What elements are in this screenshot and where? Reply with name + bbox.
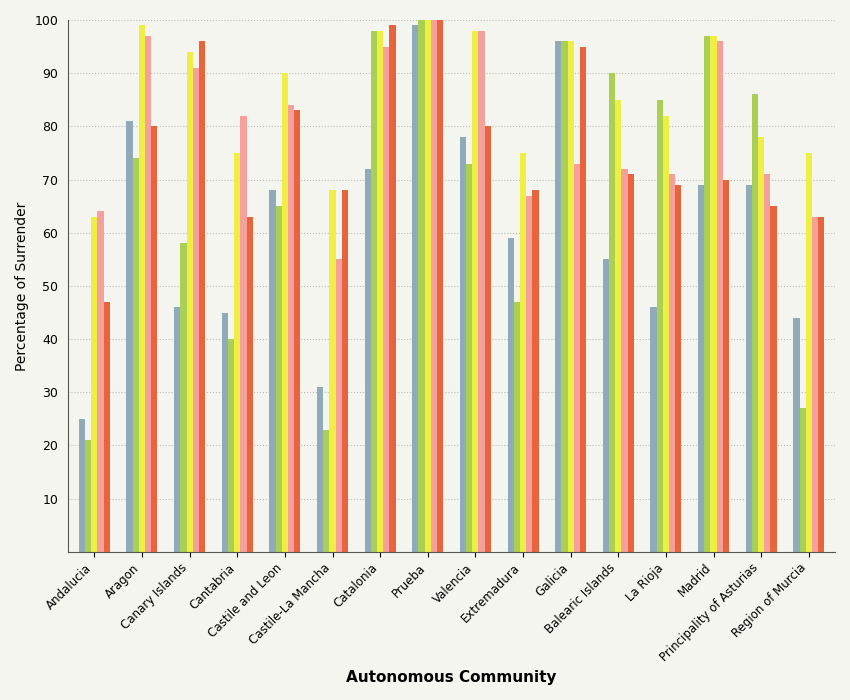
Bar: [323, 430, 330, 552]
Bar: [104, 302, 110, 552]
Bar: [663, 116, 669, 552]
Bar: [186, 52, 193, 552]
Bar: [85, 440, 91, 552]
Bar: [705, 36, 711, 552]
Bar: [793, 318, 800, 552]
Bar: [330, 190, 336, 552]
Bar: [627, 174, 634, 552]
Bar: [151, 127, 157, 552]
Bar: [425, 20, 431, 552]
Bar: [479, 31, 484, 552]
Bar: [383, 47, 389, 552]
Bar: [431, 20, 437, 552]
Bar: [222, 312, 228, 552]
Bar: [336, 259, 342, 552]
Bar: [580, 47, 586, 552]
Bar: [460, 137, 466, 552]
Bar: [609, 74, 615, 552]
Bar: [722, 180, 729, 552]
Bar: [275, 206, 281, 552]
Bar: [574, 164, 580, 552]
Bar: [711, 36, 717, 552]
Bar: [656, 100, 663, 552]
Bar: [139, 25, 145, 552]
Bar: [342, 190, 348, 552]
Bar: [371, 31, 377, 552]
Bar: [513, 302, 520, 552]
Bar: [281, 74, 288, 552]
Bar: [650, 307, 656, 552]
Bar: [555, 41, 561, 552]
Bar: [507, 238, 513, 552]
Bar: [532, 190, 539, 552]
Bar: [615, 100, 621, 552]
Bar: [745, 185, 752, 552]
Bar: [317, 387, 323, 552]
Bar: [180, 244, 186, 552]
Bar: [246, 217, 252, 552]
Bar: [603, 259, 609, 552]
Bar: [389, 25, 395, 552]
Bar: [199, 41, 205, 552]
Bar: [377, 31, 383, 552]
Bar: [145, 36, 151, 552]
Bar: [764, 174, 770, 552]
Bar: [561, 41, 568, 552]
Bar: [800, 408, 806, 552]
Bar: [269, 190, 275, 552]
Bar: [568, 41, 574, 552]
Bar: [675, 185, 682, 552]
Bar: [228, 339, 234, 552]
Y-axis label: Percentage of Surrender: Percentage of Surrender: [15, 201, 29, 370]
Bar: [365, 169, 371, 552]
Bar: [818, 217, 824, 552]
Bar: [241, 116, 246, 552]
Bar: [473, 31, 479, 552]
Bar: [770, 206, 777, 552]
Bar: [466, 164, 473, 552]
Bar: [193, 68, 199, 552]
Bar: [234, 153, 241, 552]
Bar: [437, 20, 443, 552]
Bar: [806, 153, 812, 552]
Bar: [717, 41, 722, 552]
Bar: [520, 153, 526, 552]
X-axis label: Autonomous Community: Autonomous Community: [346, 670, 557, 685]
Bar: [418, 20, 425, 552]
Bar: [288, 105, 294, 552]
Bar: [127, 121, 133, 552]
Bar: [758, 137, 764, 552]
Bar: [412, 25, 418, 552]
Bar: [91, 217, 98, 552]
Bar: [484, 127, 490, 552]
Bar: [698, 185, 705, 552]
Bar: [133, 158, 139, 552]
Bar: [752, 94, 758, 552]
Bar: [812, 217, 818, 552]
Bar: [294, 111, 300, 552]
Bar: [526, 195, 532, 552]
Bar: [174, 307, 180, 552]
Bar: [621, 169, 627, 552]
Bar: [669, 174, 675, 552]
Bar: [79, 419, 85, 552]
Bar: [98, 211, 104, 552]
